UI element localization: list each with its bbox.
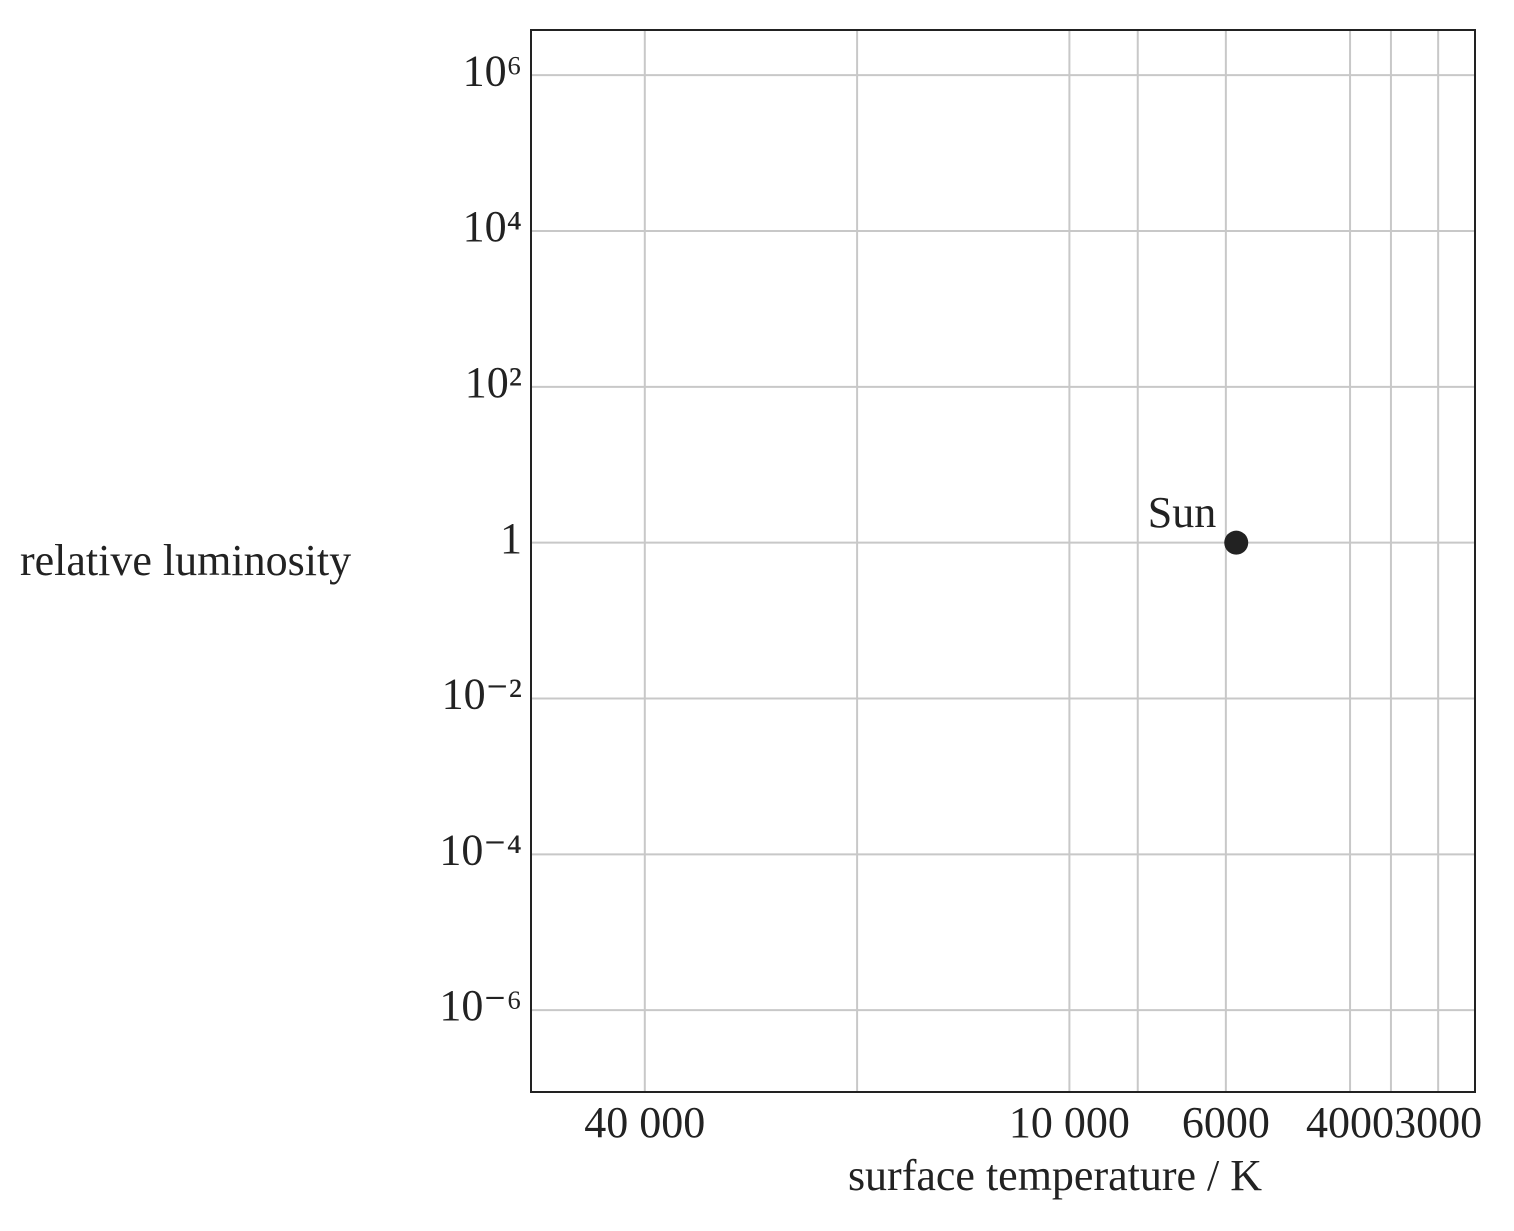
x-tick-label: 40 000 xyxy=(584,1098,705,1147)
data-point xyxy=(1224,530,1249,555)
x-tick-label: 3000 xyxy=(1394,1098,1482,1147)
y-tick-label: 10⁴ xyxy=(463,202,522,251)
y-tick-label: 10⁶ xyxy=(463,46,522,95)
plot-frame xyxy=(530,29,1476,1093)
y-tick-label: 10⁻⁴ xyxy=(439,825,522,874)
y-tick-label: 10⁻⁶ xyxy=(439,981,522,1030)
y-tick-label: 1 xyxy=(500,514,522,563)
y-tick-label: 10² xyxy=(465,358,522,407)
x-tick-label: 6000 xyxy=(1182,1098,1270,1147)
point-label: Sun xyxy=(1148,488,1216,537)
y-tick-label: 10⁻² xyxy=(442,670,522,719)
x-tick-label: 4000 xyxy=(1306,1098,1394,1147)
x-axis-label: surface temperature / K xyxy=(848,1151,1262,1200)
x-tick-label: 10 000 xyxy=(1009,1098,1130,1147)
y-axis-label: relative luminosity xyxy=(20,536,351,585)
